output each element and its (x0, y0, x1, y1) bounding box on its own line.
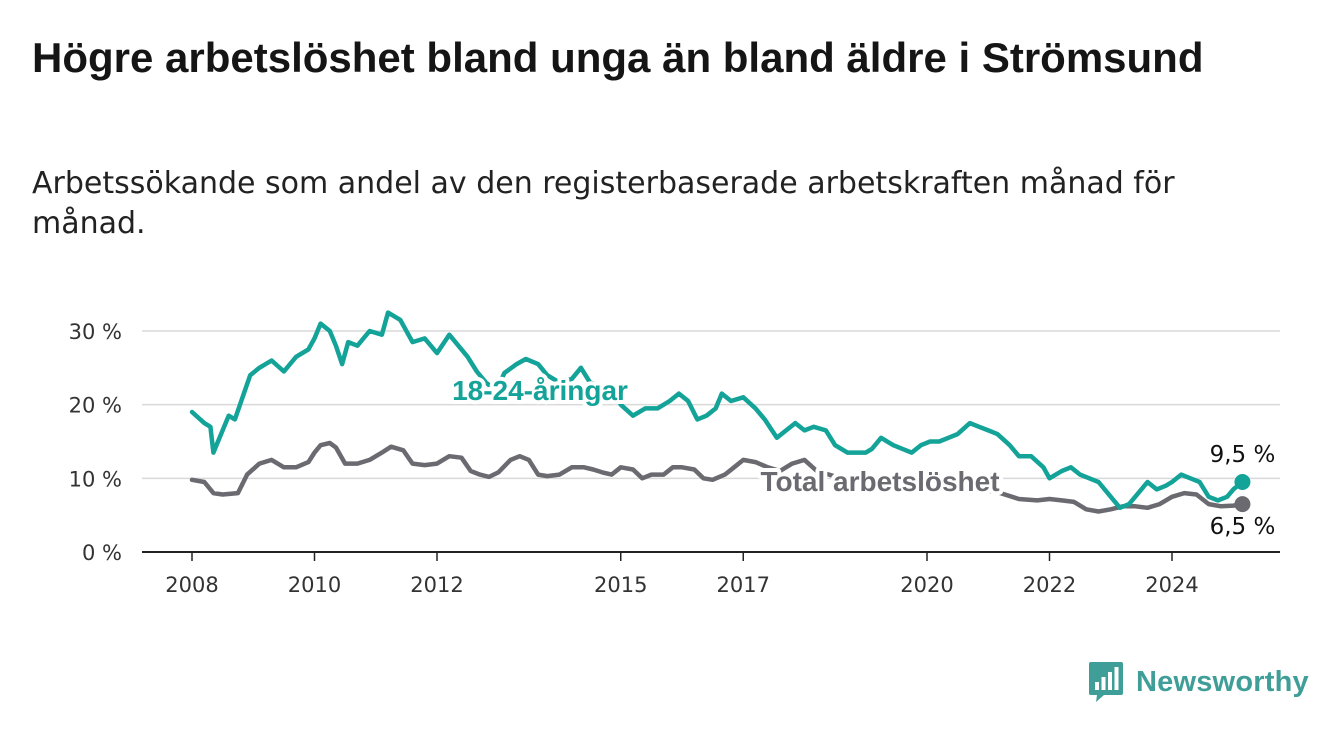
bar-chart-bubble-icon (1089, 662, 1123, 702)
series-lines (189, 310, 1245, 514)
x-tick-label: 2015 (594, 573, 647, 597)
youth-end-value: 9,5 % (1210, 442, 1276, 468)
youth-series-line (189, 310, 1245, 511)
total-end-dot (1234, 496, 1251, 513)
x-tick-label: 2017 (717, 573, 770, 597)
x-tick-label: 2022 (1023, 573, 1076, 597)
x-tick-label: 2012 (410, 573, 463, 597)
y-axis-ticks: 0 % 10 % 20 % 30 % (69, 320, 122, 565)
chart-subtitle: Arbetssökande som andel av den registerb… (32, 166, 1175, 241)
chart-title: Högre arbetslöshet bland unga än bland ä… (32, 34, 1204, 81)
newsworthy-logo: Newsworthy (1088, 660, 1309, 704)
total-end-value-halo: 6,5 % (1210, 514, 1276, 540)
total-series-line (189, 440, 1245, 514)
youth-end-value-halo: 9,5 % (1210, 442, 1276, 468)
x-axis: 2008 2010 2012 2015 2017 2020 2022 2024 (142, 551, 1280, 597)
x-tick-label: 2010 (288, 573, 341, 597)
y-tick-label: 20 % (69, 394, 122, 418)
youth-series-label: 18-24-åringar (452, 375, 628, 406)
x-tick-label: 2024 (1145, 573, 1198, 597)
y-tick-label: 30 % (69, 320, 122, 344)
total-series-label: Total arbetslöshet (760, 466, 999, 497)
x-tick-label: 2020 (900, 573, 953, 597)
total-end-value: 6,5 % (1210, 514, 1276, 540)
brand-name: Newsworthy (1136, 665, 1309, 698)
total-series-label-halo: Total arbetslöshet (760, 466, 999, 497)
youth-series-label-halo: 18-24-åringar (452, 375, 628, 406)
youth-end-dot (1234, 474, 1251, 491)
y-tick-label: 0 % (82, 541, 122, 565)
y-tick-label: 10 % (69, 467, 122, 491)
x-tick-label: 2008 (165, 573, 218, 597)
